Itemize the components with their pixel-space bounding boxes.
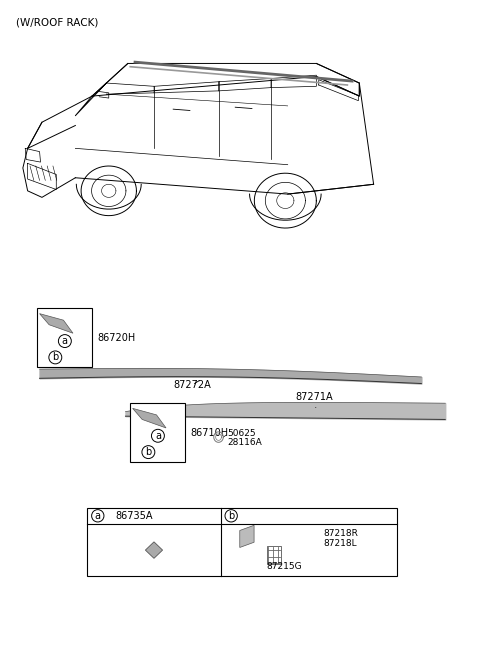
Text: a: a xyxy=(62,336,68,346)
Polygon shape xyxy=(240,525,254,548)
Bar xyxy=(87,508,397,576)
Text: a: a xyxy=(155,431,161,441)
Text: 50625: 50625 xyxy=(227,428,256,438)
Text: 87215G: 87215G xyxy=(266,562,301,571)
Text: b: b xyxy=(145,447,152,457)
Text: a: a xyxy=(95,511,101,521)
Polygon shape xyxy=(132,408,166,428)
Text: 86710H: 86710H xyxy=(191,428,229,438)
Text: 87218R: 87218R xyxy=(323,529,358,538)
Bar xyxy=(267,546,281,564)
Polygon shape xyxy=(39,314,73,333)
Bar xyxy=(37,308,92,367)
Text: (W/ROOF RACK): (W/ROOF RACK) xyxy=(16,18,98,28)
Text: 87218L: 87218L xyxy=(323,539,357,548)
Text: 28116A: 28116A xyxy=(227,438,262,447)
Bar xyxy=(130,403,185,462)
Text: b: b xyxy=(228,511,234,521)
Polygon shape xyxy=(145,542,163,558)
Text: 86735A: 86735A xyxy=(115,511,153,521)
Text: 87271A: 87271A xyxy=(295,392,333,407)
Text: b: b xyxy=(52,352,59,362)
Text: 86720H: 86720H xyxy=(98,333,136,343)
Text: 87272A: 87272A xyxy=(173,380,211,390)
